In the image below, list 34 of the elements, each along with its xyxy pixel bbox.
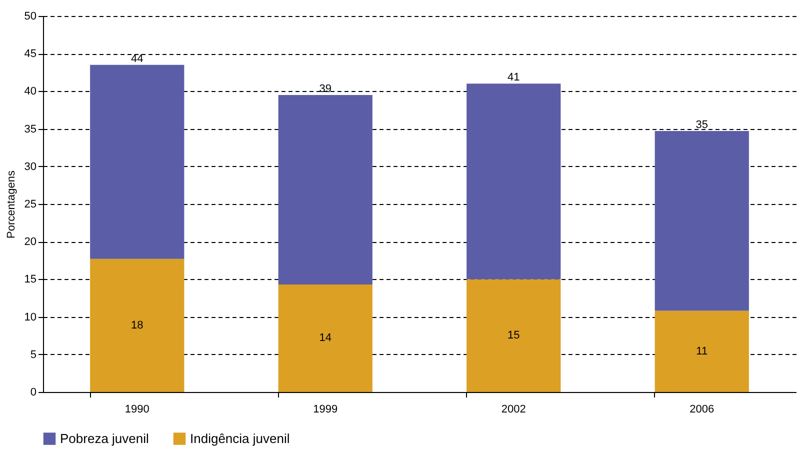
x-tick-label: 1999 [313, 404, 338, 416]
y-tick-label: 35 [24, 123, 36, 136]
y-tick-label: 5 [30, 348, 36, 361]
bar [654, 131, 749, 311]
total-label: 44 [131, 52, 144, 65]
bar [654, 310, 749, 392]
y-tick-label: 0 [30, 386, 36, 398]
data-label: 11 [696, 345, 708, 358]
data-label: 14 [319, 332, 332, 344]
y-tick-label: 40 [24, 86, 36, 98]
y-tick-label: 10 [24, 311, 36, 324]
bar [278, 284, 372, 392]
legend-label: Indigência juvenil [190, 430, 290, 446]
y-tick-label: 20 [24, 236, 36, 248]
total-label: 35 [696, 119, 708, 132]
bar [90, 258, 184, 392]
data-label: 18 [131, 319, 144, 332]
bar [278, 94, 372, 284]
y-tick-label: 15 [24, 274, 36, 286]
bar [90, 64, 184, 259]
y-tick-label: 30 [24, 160, 36, 173]
x-tick-label: 1990 [124, 404, 150, 416]
data-label: 15 [508, 330, 520, 342]
y-tick-label: 25 [24, 198, 36, 210]
x-tick-label: 2006 [690, 404, 714, 416]
bar [466, 279, 561, 392]
y-tick-label: 45 [24, 48, 36, 60]
total-label: 39 [319, 82, 332, 95]
total-label: 41 [508, 72, 520, 84]
bar [466, 84, 561, 280]
x-tick-label: 2002 [501, 404, 526, 416]
legend-label: Pobreza juvenil [60, 430, 149, 446]
y-tick-label: 50 [24, 10, 36, 22]
y-axis-title: Porcentagens [5, 170, 18, 238]
